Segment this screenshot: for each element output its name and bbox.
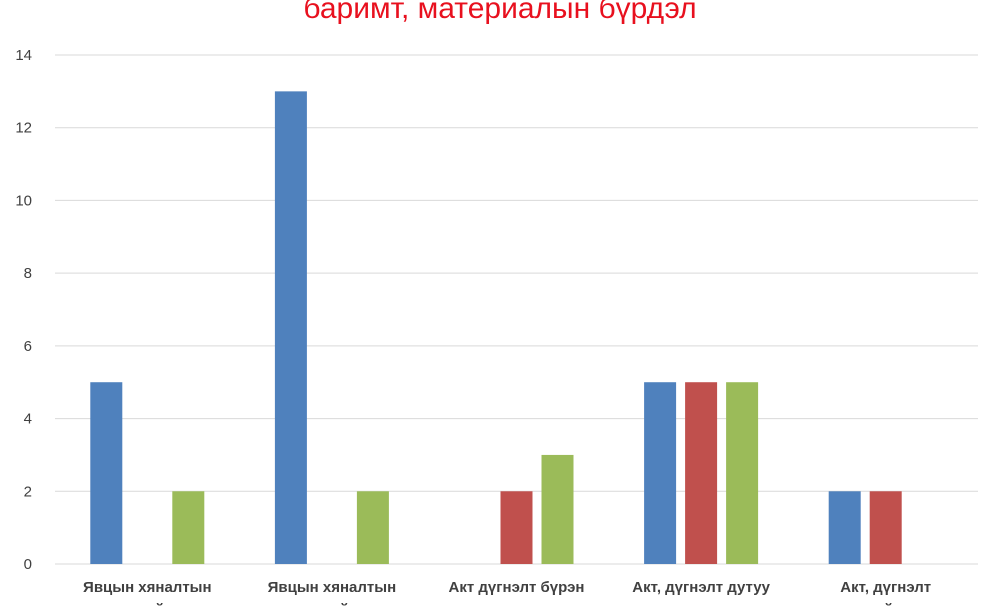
y-tick-label: 0 [24, 556, 32, 573]
x-category-label: Явцын хяналтын [83, 579, 212, 596]
x-category-label: … …йл [305, 601, 358, 606]
y-tick-label: 4 [24, 411, 32, 428]
bar-cat4-series2 [685, 382, 718, 564]
bar-cat5-series1 [828, 491, 861, 564]
gridlines [55, 54, 978, 565]
y-axis-ticks: 0 2 4 6 8 10 12 14 [15, 47, 32, 573]
x-category-label: …йл [869, 601, 903, 606]
bar-cat2-series3 [356, 491, 389, 564]
x-category-label: Акт, дүгнэлт дутуу [632, 579, 770, 596]
bar-cat4-series3 [726, 382, 759, 564]
x-category-label: Акт дүгнэлт бүрэн [449, 579, 585, 596]
bar-cat5-series2 [869, 491, 902, 564]
x-category-label: Акт, дүгнэлт [840, 579, 931, 596]
y-tick-label: 6 [24, 338, 32, 355]
y-tick-label: 8 [24, 265, 32, 282]
bars [90, 91, 902, 564]
chart-title: баримт, материалын бүрдэл [303, 0, 696, 25]
x-category-label: Явцын хяналтын [268, 579, 397, 596]
x-category-label: … …йл [121, 601, 174, 606]
bar-cat1-series1 [90, 382, 123, 564]
bar-cat3-series2 [500, 491, 533, 564]
x-axis-labels: Явцын хяналтын … …йл Явцын хяналтын … …йл Ак… [83, 579, 931, 611]
bar-cat2-series1 [274, 91, 307, 564]
y-tick-label: 14 [15, 47, 32, 64]
bar-cat4-series1 [644, 382, 677, 564]
bar-cat3-series3 [541, 454, 574, 564]
y-tick-label: 10 [15, 192, 32, 209]
y-tick-label: 12 [15, 120, 32, 137]
y-tick-label: 2 [24, 483, 32, 500]
bar-cat1-series3 [172, 491, 205, 564]
